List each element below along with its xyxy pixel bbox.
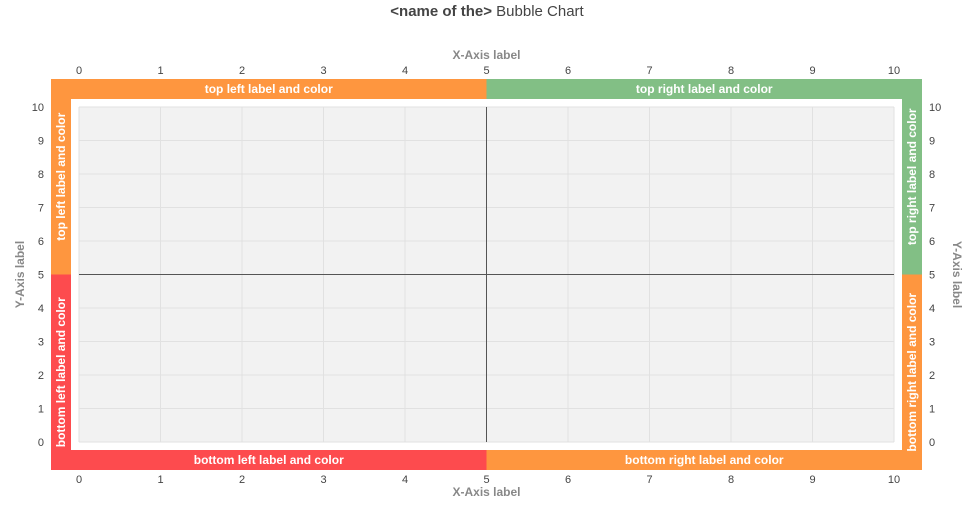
y-tick-label-left: 9	[38, 136, 44, 148]
y-tick-label-right: 4	[929, 303, 935, 315]
y-tick-label-right: 6	[929, 236, 935, 248]
x-tick-label-top: 0	[76, 65, 82, 77]
x-tick-label-top: 8	[728, 65, 734, 77]
x-tick-label-top: 7	[646, 65, 652, 77]
x-axis-label-top: X-Axis label	[452, 48, 520, 62]
y-tick-label-left: 3	[38, 337, 44, 349]
bar-label-bottom-left: bottom left label and color	[194, 453, 344, 467]
bar-label-left-top: top left label and color	[54, 112, 68, 240]
bar-top-left	[51, 79, 487, 99]
chart-title-prefix: <name of the>	[390, 3, 492, 20]
x-tick-label-top: 9	[809, 65, 815, 77]
x-tick-label-top: 5	[483, 65, 489, 77]
chart-title-text: Bubble Chart	[496, 3, 584, 20]
chart-title: <name of the> Bubble Chart	[0, 3, 974, 20]
x-tick-label-top: 1	[157, 65, 163, 77]
bar-right-top	[902, 79, 922, 275]
y-tick-label-right: 1	[929, 404, 935, 416]
y-tick-label-right: 2	[929, 370, 935, 382]
x-tick-label-bottom: 1	[157, 474, 163, 486]
y-axis-label-right: Y-Axis label	[950, 241, 964, 308]
x-axis-label-bottom: X-Axis label	[452, 485, 520, 499]
y-tick-label-right: 8	[929, 169, 935, 181]
x-tick-label-top: 4	[402, 65, 408, 77]
bar-label-left-bottom: bottom left label and color	[54, 297, 68, 447]
y-tick-label-left: 0	[38, 437, 44, 449]
bar-left-bottom	[51, 274, 71, 470]
x-tick-label-top: 10	[888, 65, 900, 77]
y-tick-label-left: 4	[38, 303, 44, 315]
y-axis-label-left: Y-Axis label	[13, 241, 27, 308]
y-tick-label-right: 0	[929, 437, 935, 449]
bar-right-bottom	[902, 274, 922, 470]
x-tick-label-bottom: 4	[402, 474, 408, 486]
y-tick-label-left: 6	[38, 236, 44, 248]
bar-left-top	[51, 79, 71, 275]
bar-label-top-right: top right label and color	[636, 82, 773, 96]
quadrant-bar-labels: top left label and color top right label …	[54, 82, 919, 467]
center-lines	[79, 107, 894, 442]
y-tick-label-left: 2	[38, 370, 44, 382]
y-tick-label-right: 3	[929, 337, 935, 349]
x-tick-label-bottom: 3	[320, 474, 326, 486]
x-tick-label-bottom: 9	[809, 474, 815, 486]
y-tick-label-right: 7	[929, 203, 935, 215]
x-tick-label-bottom: 0	[76, 474, 82, 486]
bar-label-top-left: top left label and color	[205, 82, 333, 96]
x-tick-label-bottom: 6	[565, 474, 571, 486]
x-tick-label-bottom: 10	[888, 474, 900, 486]
y-tick-label-left: 5	[38, 270, 44, 282]
grid-lines	[78, 106, 895, 443]
x-tick-label-top: 2	[239, 65, 245, 77]
y-tick-label-right: 10	[929, 102, 941, 114]
x-tick-label-top: 6	[565, 65, 571, 77]
bar-top-right	[486, 79, 922, 99]
y-tick-label-right: 5	[929, 270, 935, 282]
y-tick-label-left: 8	[38, 169, 44, 181]
x-tick-label-top: 3	[320, 65, 326, 77]
quadrant-bars	[51, 79, 922, 470]
y-tick-label-left: 1	[38, 404, 44, 416]
bar-label-right-bottom: bottom right label and color	[905, 293, 919, 452]
axis-labels: X-Axis label X-Axis label Y-Axis label Y-Ax…	[13, 48, 964, 499]
y-tick-label-left: 7	[38, 203, 44, 215]
y-tick-label-right: 9	[929, 136, 935, 148]
tick-labels: 0 0 1 1 2 2 3 3 4 4 5 5 6 6 7 7 8 8 9 9 10 10 0 0 1 1 2 2 3 3 4 4 5 5 6 6 7 7…	[32, 65, 942, 486]
bar-label-bottom-right: bottom right label and color	[625, 453, 784, 467]
bar-bottom-right	[486, 450, 922, 470]
x-tick-label-bottom: 8	[728, 474, 734, 486]
bar-label-right-top: top right label and color	[905, 108, 919, 245]
x-tick-label-bottom: 7	[646, 474, 652, 486]
x-tick-label-bottom: 5	[483, 474, 489, 486]
x-tick-label-bottom: 2	[239, 474, 245, 486]
bar-bottom-left	[51, 450, 487, 470]
y-tick-label-left: 10	[32, 102, 44, 114]
